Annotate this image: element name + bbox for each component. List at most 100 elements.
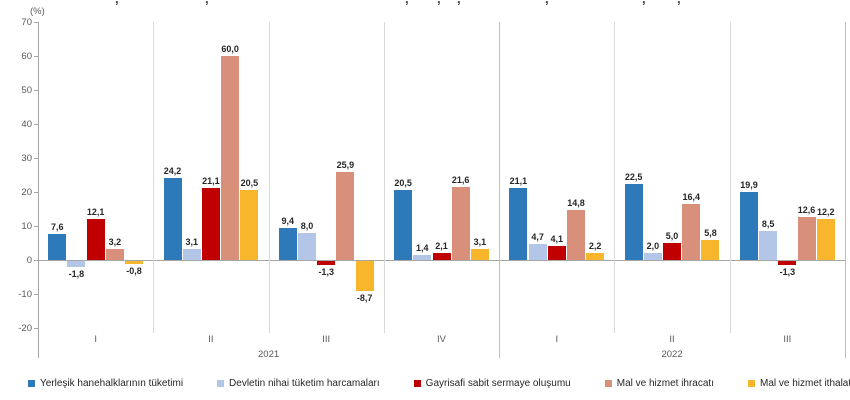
bar-I-s3 (105, 249, 124, 260)
bar-III-s1 (759, 231, 778, 260)
y-tick-mark (34, 260, 38, 261)
bar-I-s0 (509, 188, 528, 260)
x-axis-label-quarter: IV (436, 334, 446, 345)
legend-swatch (217, 380, 225, 387)
legend-swatch (604, 380, 612, 387)
bar-value-label: -1,3 (779, 267, 796, 278)
y-tick-mark (34, 226, 38, 227)
bar-III-s2 (317, 261, 336, 266)
clipped-title-fragment: , (405, 0, 409, 6)
bar-value-label: -1,8 (68, 269, 85, 280)
bar-value-label: 19,9 (740, 180, 758, 191)
y-tick-mark (34, 56, 38, 57)
bar-value-label: 5,0 (665, 231, 679, 241)
legend-item: Mal ve hizmet ithalatı (748, 378, 850, 389)
bar-value-label: 2,1 (435, 240, 448, 251)
bar-II-s1 (182, 249, 201, 260)
bar-value-label: 12,2 (816, 206, 835, 217)
bar-III-s0 (739, 192, 758, 260)
year-separator (499, 22, 501, 358)
bar-II-s1 (643, 253, 662, 260)
bar-value-label: 22,5 (624, 171, 643, 182)
y-tick-mark (34, 294, 38, 295)
bar-I-s4 (586, 252, 605, 260)
x-axis-label-quarter: II (669, 334, 675, 345)
bar-value-label: 20,5 (240, 178, 259, 189)
bar-value-label: -8,7 (356, 292, 373, 303)
bar-IV-s0 (394, 190, 413, 260)
bar-value-label: 24,2 (163, 165, 182, 176)
plot-area: 7,6 -1,8 12,1 3,2 -0,8 24,2 3,1 21,1 60,0 20,5 9,4… (38, 22, 845, 328)
quarter-separator (729, 22, 731, 333)
legend: Yerleşik hanehalklarının tüketimi Devleti… (28, 378, 850, 389)
bar-I-s1 (67, 261, 86, 268)
clipped-title-fragment: , (115, 0, 119, 6)
bar-III-s0 (278, 228, 297, 260)
legend-item: Mal ve hizmet ihracatı (604, 378, 714, 389)
quarter-separator (383, 22, 385, 333)
bar-value-label: 16,4 (682, 192, 701, 203)
y-tick-label: 60 (21, 51, 32, 62)
y-tick-label: 50 (21, 85, 32, 96)
bar-value-label: 8,5 (761, 219, 775, 230)
bar-II-s2 (663, 243, 682, 260)
bar-I-s0 (48, 234, 67, 260)
bar-I-s2 (86, 218, 105, 260)
bar-value-label: 5,8 (704, 228, 717, 239)
x-axis-label-year: 2022 (661, 349, 683, 360)
bar-I-s1 (528, 244, 547, 260)
bar-value-label: 9,4 (281, 216, 295, 227)
x-axis-label-quarter: I (94, 334, 97, 345)
y-tick-label: 10 (21, 221, 32, 232)
legend-label: Gayrisafi sabit sermaye oluşumu (425, 378, 571, 389)
bar-value-label: 21,1 (509, 176, 528, 187)
quarter-separator (268, 22, 270, 333)
y-tick-label: 20 (21, 187, 32, 198)
y-tick-mark (34, 22, 38, 23)
bar-III-s2 (778, 261, 797, 266)
bar-II-s2 (201, 188, 220, 260)
y-tick-label: -20 (18, 323, 32, 334)
legend-item: Yerleşik hanehalklarının tüketimi (28, 378, 183, 389)
bar-value-label: 21,1 (202, 176, 220, 187)
y-tick-label: 0 (26, 255, 32, 266)
x-axis-label-quarter: II (208, 334, 214, 345)
bar-value-label: 7,6 (50, 222, 64, 233)
y-tick-mark (34, 90, 38, 91)
x-axis-label-quarter: III (783, 334, 792, 345)
clipped-title-fragment: , (457, 0, 461, 6)
bar-I-s4 (125, 261, 144, 264)
clipped-title-fragment: , (437, 0, 441, 6)
bar-IV-s4 (470, 249, 489, 260)
bar-I-s2 (547, 246, 566, 260)
bar-IV-s1 (413, 255, 432, 260)
y-tick-mark (34, 158, 38, 159)
y-tick-label: 30 (21, 153, 32, 164)
legend-swatch (413, 380, 421, 387)
quarter-separator (614, 22, 616, 333)
bar-value-label: 12,6 (797, 205, 816, 216)
bar-value-label: 4,7 (531, 232, 544, 243)
bar-II-s3 (221, 56, 240, 260)
bar-value-label: 2,2 (588, 240, 602, 251)
legend-item: Gayrisafi sabit sermaye oluşumu (413, 378, 571, 389)
x-axis-label-year: 2021 (258, 349, 280, 360)
clipped-title-fragment: , (205, 0, 209, 6)
bar-value-label: 20,5 (394, 178, 412, 189)
bar-value-label: 21,6 (451, 174, 470, 185)
bar-value-label: -1,3 (318, 267, 334, 278)
y-tick-label: -10 (18, 289, 32, 300)
legend-label: Yerleşik hanehalklarının tüketimi (40, 378, 184, 389)
y-tick-label: 40 (21, 119, 32, 130)
zero-axis-line (38, 260, 845, 261)
bar-value-label: 3,2 (108, 237, 122, 248)
bar-value-label: 25,9 (336, 159, 355, 170)
bar-III-s3 (797, 217, 816, 260)
bar-value-label: 12,1 (86, 206, 105, 217)
bar-III-s3 (336, 171, 355, 260)
bar-II-s4 (240, 190, 259, 260)
bar-IV-s2 (432, 252, 451, 260)
quarter-separator (153, 22, 155, 333)
legend-label: Mal ve hizmet ihracatı (616, 378, 714, 389)
bar-value-label: 1,4 (416, 243, 429, 254)
